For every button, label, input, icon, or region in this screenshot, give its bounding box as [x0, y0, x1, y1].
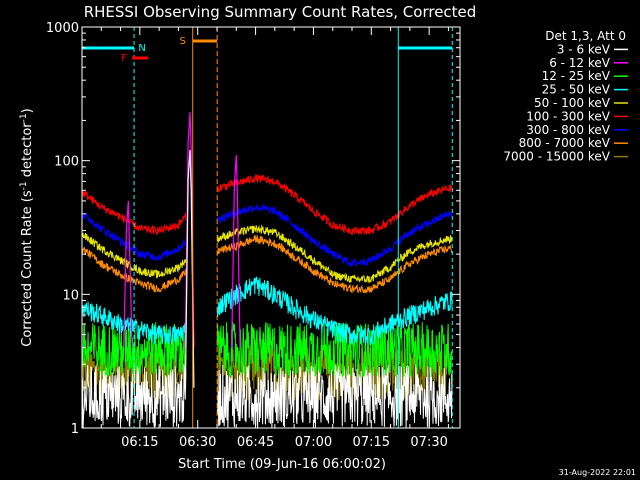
y-axis-label: Corrected Count Rate (s-1 detector-1) [19, 108, 35, 346]
series-line-300-800- [81, 203, 453, 267]
annotation-layer: NF S [82, 27, 453, 428]
legend-entry-label: 800 - 7000 keV [519, 136, 611, 150]
y-label-text: ) [20, 108, 35, 113]
x-tick-label: 07:15 [353, 435, 390, 450]
legend-title: Det 1,3, Att 0 [545, 29, 626, 43]
legend-entry-label: 6 - 12 keV [549, 56, 611, 70]
series-line-50-100- [81, 224, 453, 283]
x-tick-label: 07:00 [295, 435, 332, 450]
legend-entry-label: 25 - 50 keV [542, 83, 611, 97]
footer-date: 31-Aug-2022 22:01 [559, 468, 636, 477]
peak-3 [123, 200, 133, 348]
x-tick-label: 06:30 [179, 435, 216, 450]
y-label-text: Corrected Count Rate (s [20, 190, 35, 347]
x-tick-label: 06:45 [237, 435, 274, 450]
saa-label: S [180, 36, 186, 47]
night-label: N [138, 43, 145, 54]
y-tick-label: 1 [71, 422, 79, 437]
x-tick-label: 06:15 [121, 435, 158, 450]
peak-1 [184, 150, 195, 388]
x-tick-label: 07:30 [410, 435, 447, 450]
plot-area [81, 112, 453, 429]
chart-title: RHESSI Observing Summary Count Rates, Co… [84, 3, 477, 21]
series-line-100-300- [81, 174, 453, 235]
axes: 1 10 100 1000 06:15 06:30 06:45 07:00 07:15 07:30… [19, 21, 461, 450]
legend-entry-label: 50 - 100 keV [534, 96, 611, 110]
series-line-12-25- [81, 320, 453, 378]
y-tick-label: 10 [62, 288, 79, 303]
plot-frame [81, 26, 461, 429]
y-tick-label: 100 [54, 155, 79, 170]
legend-entry-label: 100 - 300 keV [526, 109, 610, 123]
y-label-superscript: -1 [19, 181, 29, 190]
flare-label: F [121, 53, 127, 64]
legend-entry-label: 12 - 25 keV [542, 69, 611, 83]
y-label-text: detector [20, 122, 35, 182]
peak-2 [231, 155, 241, 348]
y-label-superscript: -1 [19, 113, 29, 122]
x-axis-label: Start Time (09-Jun-16 06:00:02) [178, 457, 386, 472]
y-tick-label: 1000 [46, 21, 79, 36]
legend-entry-label: 7000 - 15000 keV [503, 150, 610, 164]
legend-entry-label: 3 - 6 keV [557, 42, 611, 56]
legend-entry-label: 300 - 800 keV [526, 123, 610, 137]
